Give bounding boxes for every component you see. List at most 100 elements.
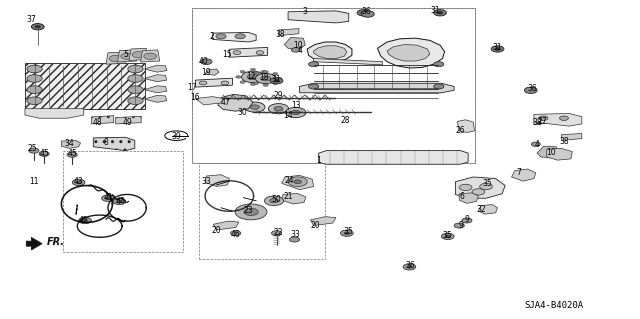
Circle shape	[438, 11, 443, 14]
Polygon shape	[145, 86, 167, 93]
Circle shape	[27, 86, 42, 93]
Text: 35: 35	[483, 179, 492, 188]
Polygon shape	[145, 95, 167, 102]
Text: 47: 47	[221, 98, 230, 107]
Circle shape	[199, 81, 207, 85]
Circle shape	[269, 199, 278, 203]
Circle shape	[250, 105, 259, 109]
Polygon shape	[195, 97, 223, 105]
Circle shape	[250, 83, 255, 85]
Bar	[25, 63, 145, 109]
Circle shape	[113, 198, 126, 204]
Text: 20: 20	[310, 221, 320, 230]
Circle shape	[264, 196, 284, 205]
Circle shape	[263, 70, 268, 73]
Circle shape	[128, 75, 143, 82]
Text: 7: 7	[517, 168, 522, 177]
Circle shape	[559, 116, 568, 121]
Bar	[198, 163, 325, 259]
Text: 31: 31	[272, 75, 282, 84]
Text: 19: 19	[202, 68, 211, 77]
Circle shape	[117, 200, 122, 203]
Circle shape	[288, 177, 307, 187]
Circle shape	[244, 102, 265, 112]
Text: 49: 49	[122, 117, 132, 127]
Text: 22: 22	[274, 228, 284, 237]
Text: 44: 44	[116, 197, 125, 206]
Circle shape	[454, 223, 465, 228]
Polygon shape	[195, 78, 232, 87]
Polygon shape	[61, 140, 81, 148]
Circle shape	[263, 84, 268, 86]
Circle shape	[240, 70, 245, 73]
Circle shape	[357, 10, 370, 16]
Circle shape	[260, 76, 271, 81]
Circle shape	[106, 197, 111, 199]
Polygon shape	[511, 169, 536, 181]
Polygon shape	[478, 204, 497, 214]
Circle shape	[128, 65, 143, 73]
Text: 20: 20	[212, 226, 221, 234]
Text: 15: 15	[223, 49, 232, 59]
Circle shape	[472, 189, 484, 195]
Text: 9: 9	[458, 221, 463, 230]
Text: 17: 17	[188, 83, 197, 92]
Circle shape	[219, 97, 239, 107]
Circle shape	[132, 51, 145, 58]
Text: 35: 35	[344, 227, 354, 236]
Circle shape	[39, 151, 49, 156]
Text: 26: 26	[456, 126, 465, 135]
Circle shape	[407, 266, 412, 268]
Circle shape	[495, 48, 500, 50]
Text: 10: 10	[547, 148, 556, 157]
Circle shape	[253, 82, 259, 85]
Circle shape	[109, 55, 122, 62]
Text: 8: 8	[104, 138, 108, 147]
Circle shape	[285, 108, 306, 118]
Text: 50: 50	[272, 195, 282, 204]
Circle shape	[225, 100, 234, 104]
Polygon shape	[537, 146, 558, 158]
Circle shape	[344, 232, 349, 234]
Circle shape	[72, 179, 85, 186]
Circle shape	[479, 183, 492, 190]
Text: 32: 32	[476, 205, 486, 214]
Circle shape	[121, 53, 134, 59]
Circle shape	[434, 10, 447, 16]
Polygon shape	[378, 38, 445, 68]
Circle shape	[128, 97, 143, 105]
Circle shape	[308, 62, 319, 67]
Text: 2: 2	[209, 32, 214, 41]
Text: 43: 43	[74, 177, 83, 186]
Polygon shape	[534, 118, 554, 124]
Polygon shape	[458, 120, 474, 132]
Circle shape	[539, 116, 548, 121]
Circle shape	[340, 230, 353, 236]
Circle shape	[289, 237, 300, 242]
Polygon shape	[26, 237, 42, 250]
Circle shape	[253, 72, 259, 75]
Polygon shape	[307, 42, 352, 62]
Polygon shape	[25, 109, 84, 118]
Circle shape	[274, 79, 279, 82]
Circle shape	[216, 34, 226, 39]
Polygon shape	[145, 75, 167, 82]
Circle shape	[247, 74, 259, 80]
Polygon shape	[212, 33, 256, 42]
Circle shape	[235, 34, 245, 39]
Circle shape	[29, 148, 39, 153]
Polygon shape	[314, 46, 347, 58]
Circle shape	[460, 184, 472, 191]
Circle shape	[462, 218, 472, 223]
Text: 46: 46	[231, 230, 241, 239]
Circle shape	[35, 26, 40, 28]
Text: 38: 38	[276, 31, 285, 40]
Polygon shape	[116, 116, 141, 124]
Text: 18: 18	[259, 73, 269, 82]
Text: 36: 36	[361, 7, 371, 16]
Polygon shape	[561, 133, 582, 140]
Text: 35: 35	[443, 231, 452, 240]
Circle shape	[241, 71, 264, 83]
Text: 9: 9	[465, 215, 469, 224]
Circle shape	[244, 208, 258, 215]
